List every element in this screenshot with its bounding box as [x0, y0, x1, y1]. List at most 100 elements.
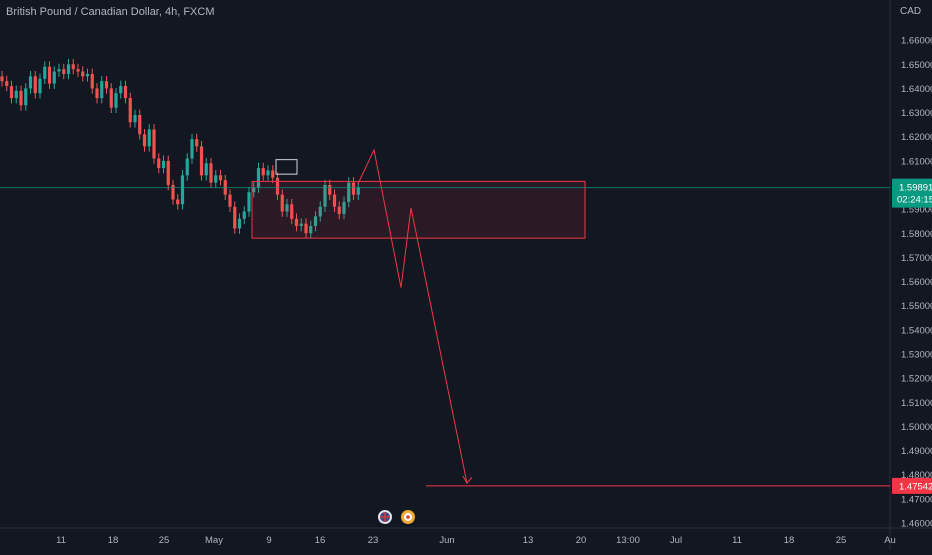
- candle-body: [157, 158, 161, 169]
- candle-body: [0, 76, 4, 82]
- candle-body: [76, 69, 80, 72]
- arrow-head: [462, 475, 473, 485]
- candle-body: [337, 206, 341, 214]
- candle-body: [123, 86, 128, 99]
- candle-body: [180, 175, 185, 205]
- price-countdown: 02:24:15: [897, 195, 932, 206]
- candle-body: [199, 146, 204, 176]
- candle-body: [57, 69, 61, 72]
- candle-body: [176, 199, 180, 205]
- candle-body: [261, 168, 265, 176]
- candle-body: [62, 69, 66, 74]
- candle-body: [237, 218, 242, 229]
- current-price-value: 1.59891: [899, 183, 932, 194]
- price-tick-label: 1.57000: [901, 253, 932, 264]
- time-tick-label: 13: [523, 535, 534, 546]
- candle-body: [104, 81, 109, 89]
- candle-body: [138, 114, 142, 135]
- candle-body: [128, 98, 132, 123]
- candle-body: [195, 139, 199, 147]
- candle-body: [38, 78, 42, 94]
- price-tick-label: 1.49000: [901, 446, 932, 457]
- candle-body: [81, 71, 85, 77]
- price-tick-label: 1.65000: [901, 60, 932, 71]
- candle-body: [109, 88, 113, 108]
- candle-body: [147, 129, 151, 147]
- price-tick-label: 1.51000: [901, 398, 932, 409]
- candle-body: [290, 204, 294, 219]
- candle-body: [14, 90, 18, 99]
- candle-body: [5, 81, 9, 87]
- candle-body: [114, 93, 118, 108]
- time-tick-label: May: [205, 535, 223, 546]
- price-tick-label: 1.55000: [901, 301, 932, 312]
- time-tick-label: 18: [784, 535, 795, 546]
- time-tick-label: 23: [368, 535, 379, 546]
- candle-body: [119, 86, 123, 94]
- candle-body: [133, 114, 137, 123]
- candle-body: [309, 226, 313, 234]
- candle-body: [166, 160, 170, 185]
- candle-body: [332, 194, 337, 207]
- candle-body: [266, 170, 270, 176]
- time-tick-label: 11: [56, 535, 66, 546]
- candle-body: [351, 182, 356, 195]
- candle-body: [47, 66, 52, 84]
- highlight-box: [275, 159, 298, 175]
- current-price-tag: [892, 178, 932, 208]
- candle-body: [95, 88, 99, 99]
- candle-body: [247, 192, 251, 212]
- candle-body: [171, 185, 175, 200]
- candle-body: [185, 158, 189, 176]
- candle-body: [71, 64, 75, 70]
- price-tick-label: 1.62000: [901, 132, 932, 143]
- candle-body: [356, 187, 360, 195]
- candle-body: [209, 163, 213, 183]
- price-tick-label: 1.46000: [901, 519, 932, 530]
- range-box: [251, 180, 586, 239]
- candle-body: [313, 216, 318, 227]
- candle-body: [304, 223, 308, 234]
- candle-body: [9, 86, 14, 99]
- candle-body: [90, 73, 94, 89]
- candle-body: [19, 90, 23, 106]
- candle-body: [347, 182, 351, 202]
- price-tick-label: 1.61000: [901, 156, 932, 167]
- time-tick-label: 18: [108, 535, 119, 546]
- price-tick-label: 1.48000: [901, 470, 932, 481]
- time-tick-label: 9: [266, 535, 271, 546]
- candle-body: [242, 211, 246, 219]
- candle-body: [66, 64, 71, 74]
- time-tick-label: Au: [884, 535, 896, 546]
- price-tick-label: 1.52000: [901, 374, 932, 385]
- candle-body: [252, 187, 256, 193]
- candle-body: [271, 170, 275, 178]
- candle-body: [294, 218, 299, 227]
- candle-body: [228, 194, 232, 207]
- candle-body: [256, 168, 261, 188]
- candle-body: [285, 204, 289, 212]
- candle-body: [342, 201, 346, 214]
- candle-body: [43, 66, 47, 79]
- price-tick-label: 1.56000: [901, 277, 932, 288]
- target-price-value: 1.47542: [899, 481, 932, 492]
- candle-body: [328, 185, 332, 195]
- candle-body: [204, 163, 208, 176]
- candle-body: [100, 81, 104, 99]
- candle-body: [24, 88, 28, 106]
- time-tick-label: Jul: [670, 535, 682, 546]
- candle-body: [85, 73, 90, 77]
- canada-flag-icon-leaf: [406, 515, 410, 519]
- candle-body: [190, 139, 194, 159]
- price-tick-label: 1.59000: [901, 205, 932, 216]
- candle-body: [280, 194, 284, 212]
- currency-label: CAD: [900, 6, 921, 17]
- candle-body: [161, 160, 166, 169]
- time-tick-label: 20: [576, 535, 587, 546]
- target-price-tag: [892, 477, 932, 494]
- price-tick-label: 1.54000: [901, 325, 932, 336]
- price-tick-label: 1.47000: [901, 494, 932, 505]
- candle-body: [142, 134, 147, 147]
